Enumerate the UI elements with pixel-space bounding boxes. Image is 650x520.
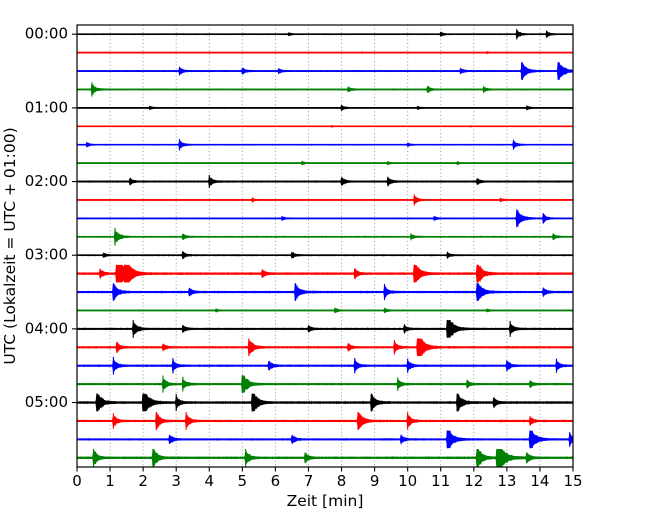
x-tick-label: 13: [497, 472, 516, 490]
x-tick-label: 10: [398, 472, 417, 490]
x-axis-ticks: 0 1 2 3 4 5 6 7 8 9 10 11 12 13 14 15: [72, 467, 583, 490]
y-axis-ticks: 00:00 01:00 02:00 03:00 04:00 05:00: [25, 25, 77, 411]
plot-frame: [76, 24, 574, 468]
x-tick-label: 6: [271, 472, 281, 490]
x-tick-label: 0: [72, 472, 82, 490]
x-tick-label: 9: [370, 472, 380, 490]
y-axis-label: UTC (Lokalzeit = UTC + 01:00): [1, 127, 19, 364]
y-tick-label: 02:00: [25, 172, 68, 190]
y-tick-label: 04:00: [25, 319, 68, 337]
x-tick-label: 5: [238, 472, 248, 490]
x-tick-label: 14: [530, 472, 549, 490]
x-tick-label: 1: [105, 472, 115, 490]
y-tick-label: 01:00: [25, 98, 68, 116]
x-tick-label: 15: [563, 472, 582, 490]
x-tick-label: 12: [464, 472, 483, 490]
y-tick-label: 00:00: [25, 25, 68, 43]
x-axis-label: Zeit [min]: [287, 492, 364, 510]
x-tick-label: 11: [431, 472, 450, 490]
x-tick-label: 4: [204, 472, 214, 490]
y-tick-label: 03:00: [25, 246, 68, 264]
y-tick-label: 05:00: [25, 393, 68, 411]
x-tick-label: 7: [304, 472, 314, 490]
x-tick-label: 8: [337, 472, 347, 490]
x-tick-label: 3: [171, 472, 181, 490]
x-tick-label: 2: [138, 472, 148, 490]
